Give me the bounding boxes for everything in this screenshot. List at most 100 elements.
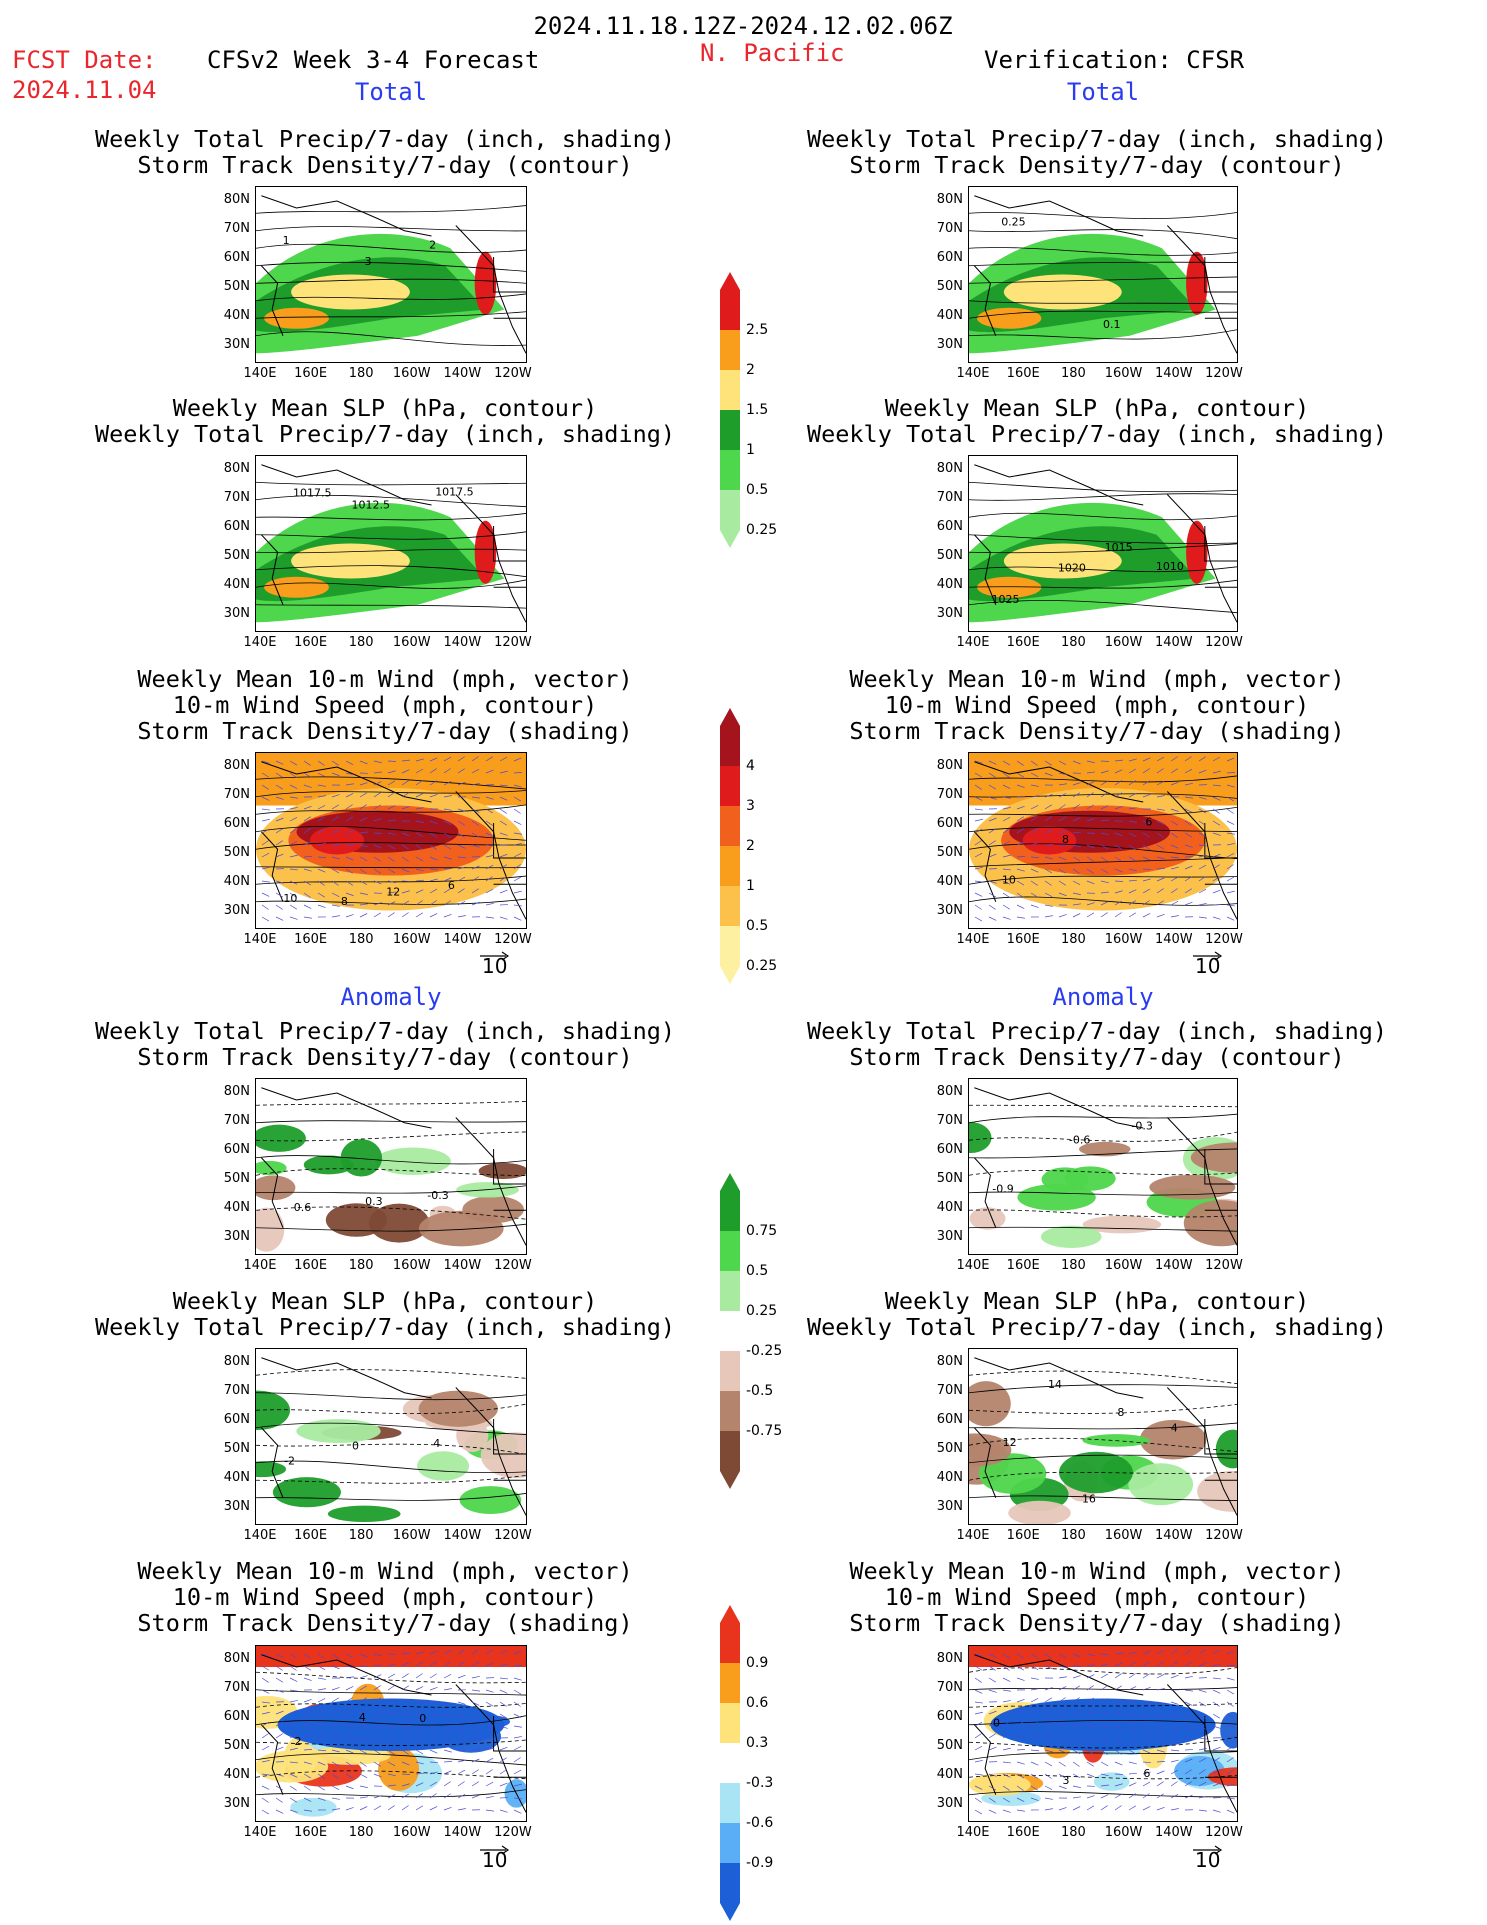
lat-tick-label: 60N [223,1709,250,1724]
lat-tick-label: 30N [936,606,963,621]
map-panel-r3-c0: 0.6 0.3 -0.3 [255,1078,527,1255]
colorbar-label: 0.3 [746,1735,769,1751]
coastlines [261,464,526,623]
lat-tick-label: 30N [936,903,963,918]
lat-tick-label: 70N [223,1680,250,1695]
lat-tick-label: 70N [223,490,250,505]
wind-vectors [261,1649,523,1815]
lat-tick-label: 80N [936,1354,963,1369]
panel-title-r4-c0-l1: Weekly Total Precip/7-day (inch, shading… [94,1313,676,1341]
panel-title-r5-c1-l0: Weekly Mean 10-m Wind (mph, vector) [849,1557,1345,1585]
lon-tick-label: 160W [392,1528,431,1543]
lat-tick-label: 60N [936,519,963,534]
contour-label: 8 [1117,1406,1124,1419]
lat-tick-label: 70N [936,787,963,802]
contour-label: -0.9 [992,1183,1013,1196]
colorbar-label: 0.9 [746,1655,769,1671]
map-panel-r2-c0: 10 8 12 6 [255,752,527,929]
lat-tick-label: 40N [223,1200,250,1215]
lat-tick-label: 50N [936,845,963,860]
lat-tick-label: 50N [223,845,250,860]
lon-tick-label: 140E [243,366,277,381]
model-title: CFSv2 Week 3-4 Forecast [207,46,540,74]
contour-lines [256,1100,526,1232]
contour-label: 1012.5 [352,498,391,511]
left-total-label: Total [354,78,428,106]
wind-vectors [974,1649,1236,1815]
contour-label: -0.3 [1131,1119,1152,1132]
panel-title-r0-c1-l0: Weekly Total Precip/7-day (inch, shading… [806,125,1388,153]
contour-label: 6 [1145,816,1152,829]
colorbar-label: 4 [746,758,755,774]
contour-label: 10 [1002,873,1016,886]
contour-label: 0.25 [1001,216,1026,229]
lon-tick-label: 160E [1006,635,1040,650]
lat-tick-label: 60N [223,1412,250,1427]
field-shading [969,753,1237,911]
lat-tick-label: 50N [936,1738,963,1753]
left-anomaly-label: Anomaly [340,983,442,1011]
lat-tick-label: 50N [936,279,963,294]
colorbar-storm_anom [718,1605,742,1925]
contour-label: 1020 [1058,562,1086,575]
panel-title-r1-c1-l1: Weekly Total Precip/7-day (inch, shading… [806,420,1388,448]
contour-label: 0 [419,1712,426,1725]
lat-tick-label: 80N [223,1651,250,1666]
verification-title: Verification: CFSR [984,46,1245,74]
lat-tick-label: 60N [936,250,963,265]
colorbar-label: -0.5 [746,1383,774,1399]
colorbar-label: -0.75 [746,1423,783,1439]
coastlines [973,761,1237,920]
contour-label: 3 [1063,1774,1070,1787]
contour-lines [256,1369,526,1501]
colorbar-label: 3 [746,798,755,814]
lon-tick-label: 140E [956,1258,990,1273]
lon-tick-label: 120W [494,932,532,947]
lat-tick-label: 80N [936,1651,963,1666]
lon-tick-label: 120W [494,366,532,381]
map-panel-r2-c1: 10 8 6 [968,752,1238,929]
panel-title-r4-c1-l1: Weekly Total Precip/7-day (inch, shading… [806,1313,1388,1341]
lat-tick-label: 60N [223,1142,250,1157]
lat-tick-label: 60N [936,1709,963,1724]
lon-tick-label: 160E [1006,1258,1040,1273]
contour-label: 1 [283,234,290,247]
lon-tick-label: 180 [1060,366,1086,381]
lon-tick-label: 140W [1154,635,1193,650]
lon-tick-label: 140E [956,635,990,650]
contour-lines [969,212,1237,340]
lat-tick-label: 50N [223,1441,250,1456]
contour-label: 8 [1062,833,1069,846]
lon-tick-label: 160W [1104,932,1143,947]
colorbar-label: 1.5 [746,402,769,418]
panel-title-r3-c1-l1: Storm Track Density/7-day (contour) [849,1043,1345,1071]
lat-tick-label: 50N [223,279,250,294]
lat-tick-label: 60N [223,519,250,534]
lat-tick-label: 80N [223,1084,250,1099]
region-title: N. Pacific [700,39,845,67]
panel-title-r0-c0-l0: Weekly Total Precip/7-day (inch, shading… [94,125,676,153]
field-shading [969,1381,1237,1524]
lon-tick-label: 160W [1104,1528,1143,1543]
contour-label: 8 [341,895,348,908]
lon-tick-label: 120W [494,1258,532,1273]
lon-tick-label: 140W [1154,1528,1193,1543]
vector-ref-arrow [480,942,510,966]
colorbar-label: 0.5 [746,482,769,498]
right-anomaly-label: Anomaly [1052,983,1154,1011]
colorbar-storm_total [718,708,742,988]
lon-tick-label: 120W [1205,932,1243,947]
vector-ref-arrow [1193,942,1223,966]
lat-tick-label: 70N [936,1383,963,1398]
lat-tick-label: 70N [223,221,250,236]
lon-tick-label: 140E [956,366,990,381]
lon-tick-label: 140W [1154,932,1193,947]
colorbar-label: 2 [746,838,755,854]
lon-tick-label: 180 [1060,1825,1086,1840]
lat-tick-label: 60N [936,1142,963,1157]
panel-title-r1-c0-l1: Weekly Total Precip/7-day (inch, shading… [94,420,676,448]
lat-tick-label: 30N [936,337,963,352]
contour-label: 10 [283,892,297,905]
contour-label: 4 [359,1711,366,1724]
right-total-label: Total [1066,78,1140,106]
